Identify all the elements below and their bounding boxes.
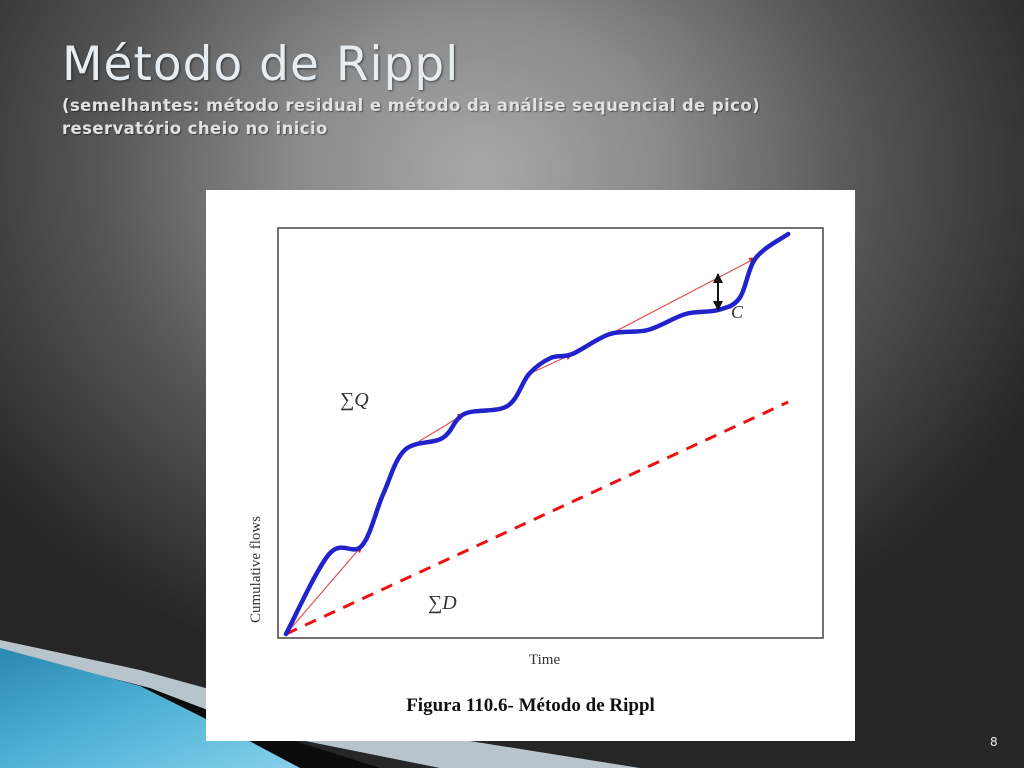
slide-title-text: Método de Rippl — [62, 37, 460, 92]
series-sum-d-line — [285, 400, 789, 636]
figure-box: Cumulative flows Time ∑Q ∑D C Figura 110… — [206, 190, 855, 741]
sum-q-label: ∑Q — [340, 389, 369, 411]
series-sum-q-line — [283, 231, 791, 637]
plot-frame — [277, 227, 824, 639]
slide-subtitle-line-2: reservatório cheio no inicio — [62, 119, 328, 138]
y-axis-label: Cumulative flows — [248, 516, 264, 623]
tangent-arrow-1 — [285, 545, 363, 635]
slide-title: Método de Rippl (semelhantes: método res… — [62, 36, 760, 140]
page-number: 8 — [990, 735, 998, 749]
x-axis-label: Time — [529, 652, 560, 668]
rippl-chart: Cumulative flows Time ∑Q ∑D C — [248, 227, 824, 668]
c-label: C — [731, 302, 744, 322]
slide-subtitle-line-1: (semelhantes: método residual e método d… — [62, 96, 761, 115]
figure-caption: Figura 110.6- Método de Rippl — [406, 695, 655, 716]
sum-d-label: ∑D — [428, 592, 457, 614]
